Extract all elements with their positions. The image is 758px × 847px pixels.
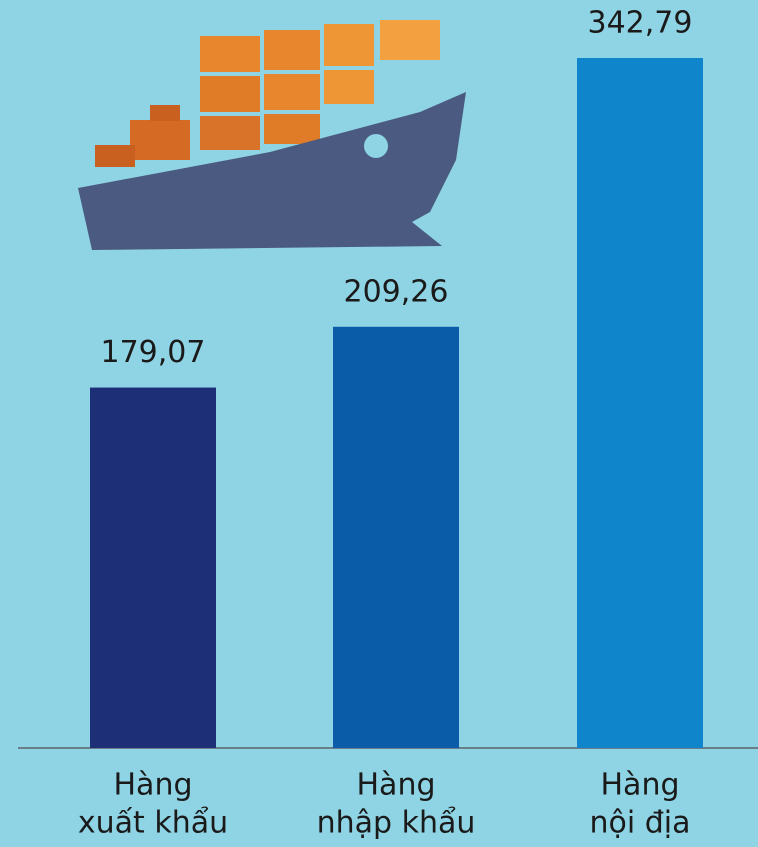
category-label: xuất khẩu: [78, 805, 228, 841]
category-label: Hàng: [114, 768, 193, 803]
bar: [90, 387, 216, 748]
value-label: 179,07: [101, 335, 206, 370]
category-label: nhập khẩu: [317, 805, 476, 841]
ship-icon: [78, 20, 466, 250]
category-label: Hàng: [601, 768, 680, 803]
bar: [333, 326, 459, 748]
category-label: Hàng: [357, 768, 436, 803]
bar: [577, 58, 703, 748]
value-label: 209,26: [344, 274, 449, 309]
category-label: nội địa: [589, 806, 690, 841]
value-label: 342,79: [588, 6, 693, 41]
